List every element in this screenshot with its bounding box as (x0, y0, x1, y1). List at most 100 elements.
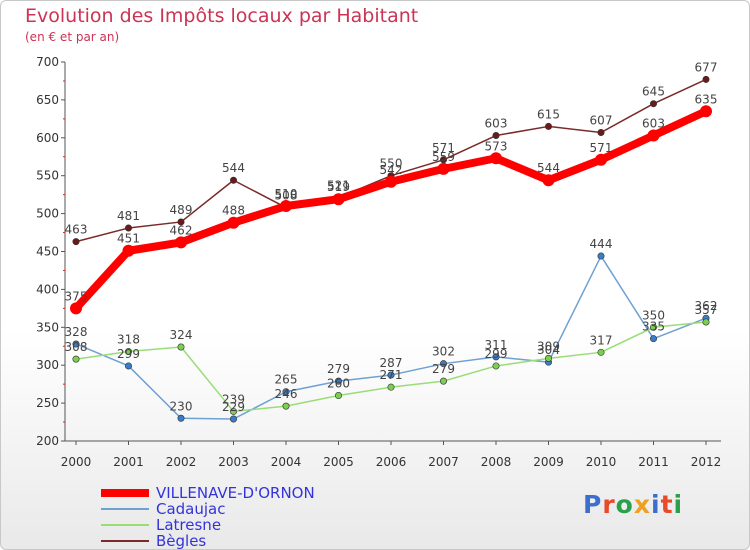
data-label: 635 (695, 92, 718, 106)
data-point (125, 348, 133, 356)
x-tick-label: 2010 (586, 455, 617, 469)
data-point (332, 193, 345, 206)
data-point (177, 343, 185, 351)
data-point (700, 105, 712, 118)
y-tick-label: 200 (36, 434, 59, 448)
data-point (597, 348, 605, 356)
proxiti-logo: Proxiti (583, 490, 684, 519)
data-label: 324 (170, 328, 193, 342)
data-point (385, 175, 397, 188)
legend-swatch (101, 489, 149, 497)
data-point (542, 174, 555, 187)
data-label: 519 (327, 180, 350, 194)
data-point (437, 162, 450, 175)
data-label: 317 (590, 333, 613, 347)
data-point (492, 132, 500, 140)
x-tick-label: 2004 (271, 455, 302, 469)
data-label: 271 (380, 368, 403, 382)
x-tick-label: 2000 (61, 455, 92, 469)
x-tick-label: 2003 (218, 455, 249, 469)
data-point (492, 353, 500, 361)
data-point (72, 355, 80, 363)
data-label: 573 (485, 139, 508, 153)
data-label: 489 (170, 203, 193, 217)
x-tick-label: 2007 (428, 455, 459, 469)
data-label: 571 (432, 141, 455, 155)
data-label: 544 (537, 161, 560, 175)
data-point (122, 244, 135, 257)
data-label: 550 (380, 157, 403, 171)
data-label: 463 (65, 223, 88, 237)
data-point (490, 152, 502, 165)
data-label: 246 (275, 387, 298, 401)
y-tick-label: 550 (36, 169, 59, 183)
data-point (647, 129, 660, 142)
legend-label: Latresne (156, 516, 222, 534)
data-point (649, 335, 657, 343)
y-tick-label: 700 (36, 55, 59, 69)
x-tick-label: 2012 (691, 455, 722, 469)
data-label: 357 (695, 303, 718, 317)
data-label: 279 (432, 362, 455, 376)
data-label: 444 (590, 237, 613, 251)
data-label: 265 (275, 373, 298, 387)
data-point (702, 75, 710, 83)
data-point (387, 371, 395, 379)
data-point (387, 383, 395, 391)
legend-label: Bègles (156, 532, 207, 550)
data-label: 299 (117, 347, 140, 361)
data-point (72, 238, 80, 246)
data-point (230, 415, 238, 423)
data-point (649, 100, 657, 108)
data-point (544, 354, 552, 362)
data-point (334, 392, 342, 400)
data-label: 230 (170, 399, 193, 413)
data-label: 607 (590, 113, 613, 127)
data-label: 260 (327, 377, 350, 391)
y-tick-label: 650 (36, 93, 59, 107)
data-label: 462 (170, 223, 193, 237)
x-tick-label: 2006 (376, 455, 407, 469)
data-label: 304 (537, 343, 560, 357)
data-label: 328 (65, 325, 88, 339)
data-point (282, 388, 290, 396)
data-point (439, 360, 447, 368)
chart-title: Evolution des Impôts locaux par Habitant (25, 5, 419, 27)
data-point (702, 318, 710, 326)
data-point (595, 153, 607, 166)
data-label: 544 (222, 161, 245, 175)
data-label: 451 (117, 232, 140, 246)
data-label: 335 (642, 320, 665, 334)
data-label: 510 (275, 187, 298, 201)
data-label: 481 (117, 209, 140, 223)
y-tick-label: 600 (36, 131, 59, 145)
data-point (230, 407, 238, 415)
data-label: 488 (222, 204, 245, 218)
data-label: 508 (275, 189, 298, 203)
x-tick-label: 2001 (113, 455, 144, 469)
data-point (282, 402, 290, 410)
data-label: 571 (590, 141, 613, 155)
legend-label: Cadaujac (156, 500, 226, 518)
data-label: 287 (380, 356, 403, 370)
data-point (230, 176, 238, 184)
data-label: 318 (117, 333, 140, 347)
data-label: 279 (327, 362, 350, 376)
data-label: 302 (432, 345, 455, 359)
y-tick-label: 400 (36, 282, 59, 296)
data-label: 677 (695, 60, 718, 74)
data-point (72, 340, 80, 348)
data-point (175, 236, 187, 249)
chart-series (70, 75, 712, 423)
data-point (334, 377, 342, 385)
data-point (177, 414, 185, 422)
data-point (125, 224, 133, 232)
y-tick-label: 250 (36, 396, 59, 410)
data-label: 299 (485, 347, 508, 361)
data-point (125, 362, 133, 370)
x-tick-label: 2011 (638, 455, 669, 469)
y-tick-label: 300 (36, 358, 59, 372)
